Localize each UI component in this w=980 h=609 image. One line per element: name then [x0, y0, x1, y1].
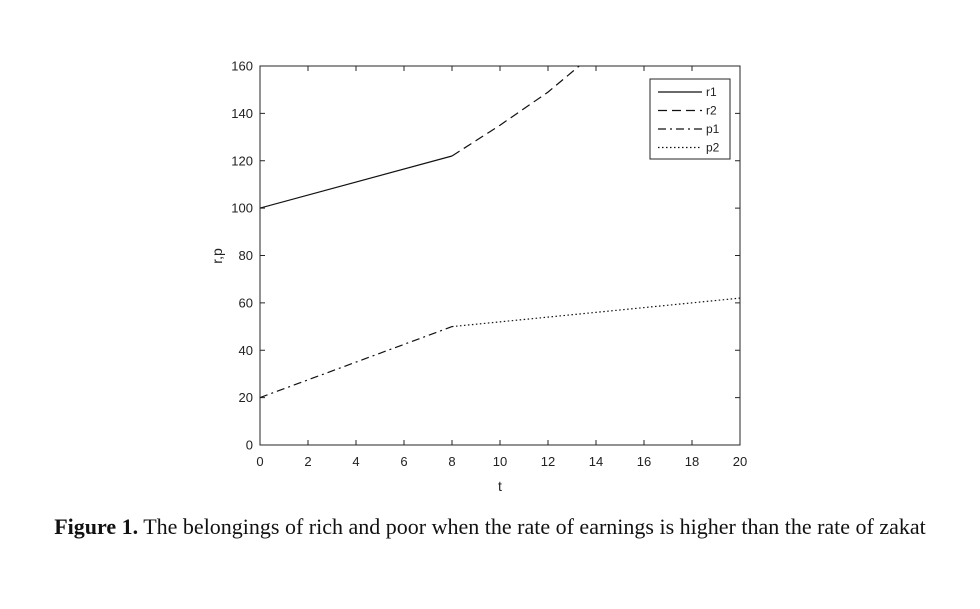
figure-caption: Figure 1. The belongings of rich and poo…	[40, 512, 940, 542]
y-tick-label: 0	[246, 438, 253, 453]
x-tick-label: 20	[733, 454, 747, 469]
legend-label-p2: p2	[706, 141, 720, 155]
x-tick-label: 14	[589, 454, 603, 469]
y-tick-label: 140	[231, 106, 253, 121]
legend-label-r2: r2	[706, 104, 717, 118]
series-line-r2	[451, 66, 580, 157]
y-tick-label: 20	[239, 390, 253, 405]
x-tick-label: 2	[304, 454, 311, 469]
figure-caption-label: Figure 1.	[54, 514, 139, 539]
x-tick-label: 0	[256, 454, 263, 469]
x-axis-label: t	[498, 478, 502, 494]
figure-caption-text: The belongings of rich and poor when the…	[138, 514, 926, 539]
plot-area: 0 2 4 6 8 10 12 14 16 18 20 0 20 40 60 80 100 120 140 160 r1…	[231, 59, 747, 470]
line-chart: 0 2 4 6 8 10 12 14 16 18 20 0 20 40 60 80 100 120 140 160 r1…	[209, 59, 747, 495]
legend-label-p1: p1	[706, 122, 720, 136]
x-tick-label: 4	[352, 454, 359, 469]
series-line-p2	[451, 297, 740, 328]
y-tick-label: 120	[231, 153, 253, 168]
x-tick-label: 6	[400, 454, 407, 469]
y-tick-label: 100	[231, 201, 253, 216]
x-tick-label: 8	[448, 454, 455, 469]
x-tick-label: 12	[541, 454, 555, 469]
series-line-r1	[260, 155, 453, 209]
x-tick-label: 18	[685, 454, 699, 469]
series-line-p1	[260, 326, 453, 399]
y-axis-label: r,p	[209, 248, 225, 264]
y-tick-label: 80	[239, 248, 253, 263]
y-tick-label: 160	[231, 59, 253, 74]
x-tick-label: 16	[637, 454, 651, 469]
y-tick-label: 60	[239, 295, 253, 310]
y-tick-label: 40	[239, 343, 253, 358]
legend-label-r1: r1	[706, 85, 717, 99]
x-tick-label: 10	[493, 454, 507, 469]
